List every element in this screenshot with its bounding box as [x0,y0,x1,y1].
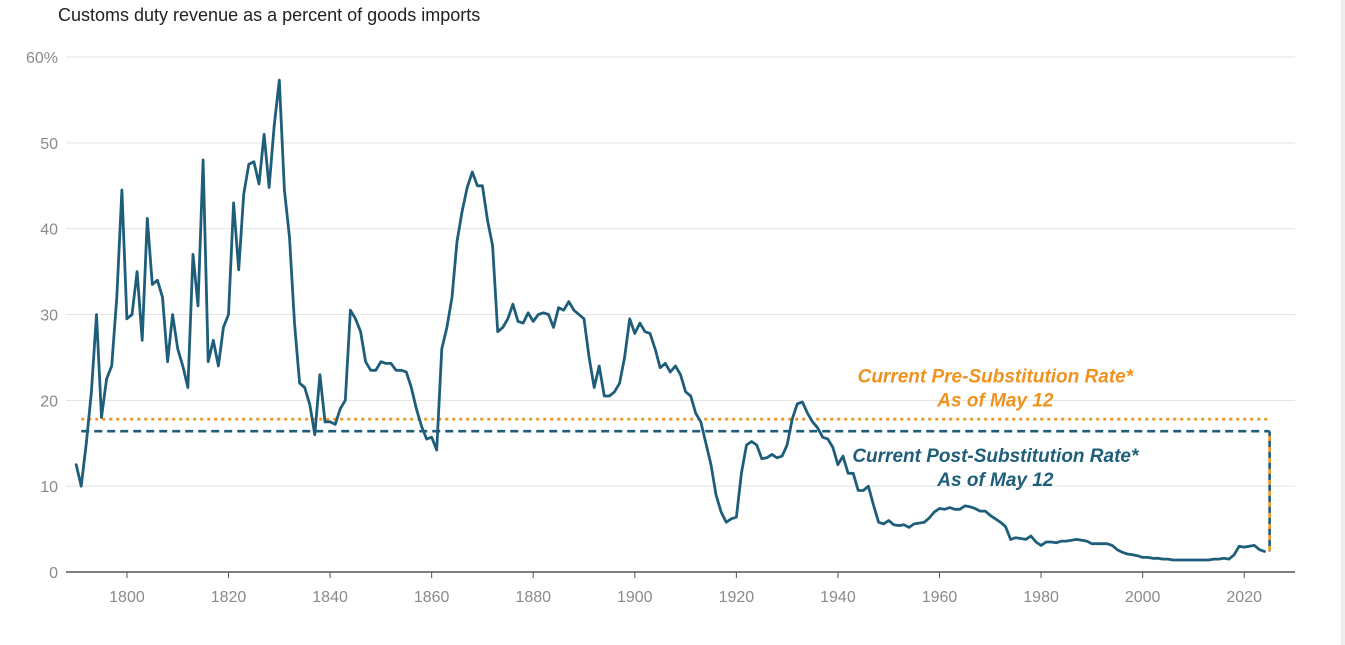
annotation-line-1: As of May 12 [936,390,1054,411]
y-tick-label-10: 10 [40,479,58,496]
annotation-line-0: Current Pre-Substitution Rate* [858,366,1135,387]
reference-lines [81,417,1271,552]
x-tick-label-2000: 2000 [1125,589,1161,606]
x-tick-label-1940: 1940 [820,589,856,606]
x-tick-label-1800: 1800 [109,589,145,606]
x-tick-label-1900: 1900 [617,589,653,606]
x-axis-tick-labels: 1800 1820 1840 1860 1880 1900 1920 1940 1960 1980… [109,589,1262,606]
gridlines [66,56,1295,487]
pre-substitution-annotation: Current Pre-Substitution Rate* As of May … [858,366,1135,411]
x-tick-label-1960: 1960 [922,589,958,606]
y-tick-label-40: 40 [40,222,58,239]
y-tick-label-20: 20 [40,393,58,410]
series-line-0 [74,78,1266,562]
series-layer [74,78,1266,562]
x-axis [66,571,1295,578]
y-tick-label-60: 60% [26,50,58,67]
y-tick-label-30: 30 [40,308,58,325]
scrollbar-track [1341,0,1345,645]
y-tick-label-0: 0 [49,565,58,582]
x-tick-label-1820: 1820 [211,589,247,606]
annotation-line-1: As of May 12 [936,470,1054,491]
annotations: Current Pre-Substitution Rate* As of May … [852,366,1140,491]
x-tick-label-1860: 1860 [414,589,450,606]
post-substitution-annotation: Current Post-Substitution Rate* As of May… [852,446,1140,491]
x-tick-label-1840: 1840 [312,589,348,606]
annotation-line-0: Current Post-Substitution Rate* [852,446,1140,467]
x-tick-label-1880: 1880 [515,589,551,606]
x-tick-label-1920: 1920 [719,589,755,606]
x-tick-label-2020: 2020 [1226,589,1262,606]
x-tick-label-1980: 1980 [1023,589,1059,606]
y-axis-tick-labels: 0 10 20 30 40 50 60% [26,50,58,582]
y-tick-label-50: 50 [40,136,58,153]
chart-title: Customs duty revenue as a percent of goo… [58,5,481,25]
